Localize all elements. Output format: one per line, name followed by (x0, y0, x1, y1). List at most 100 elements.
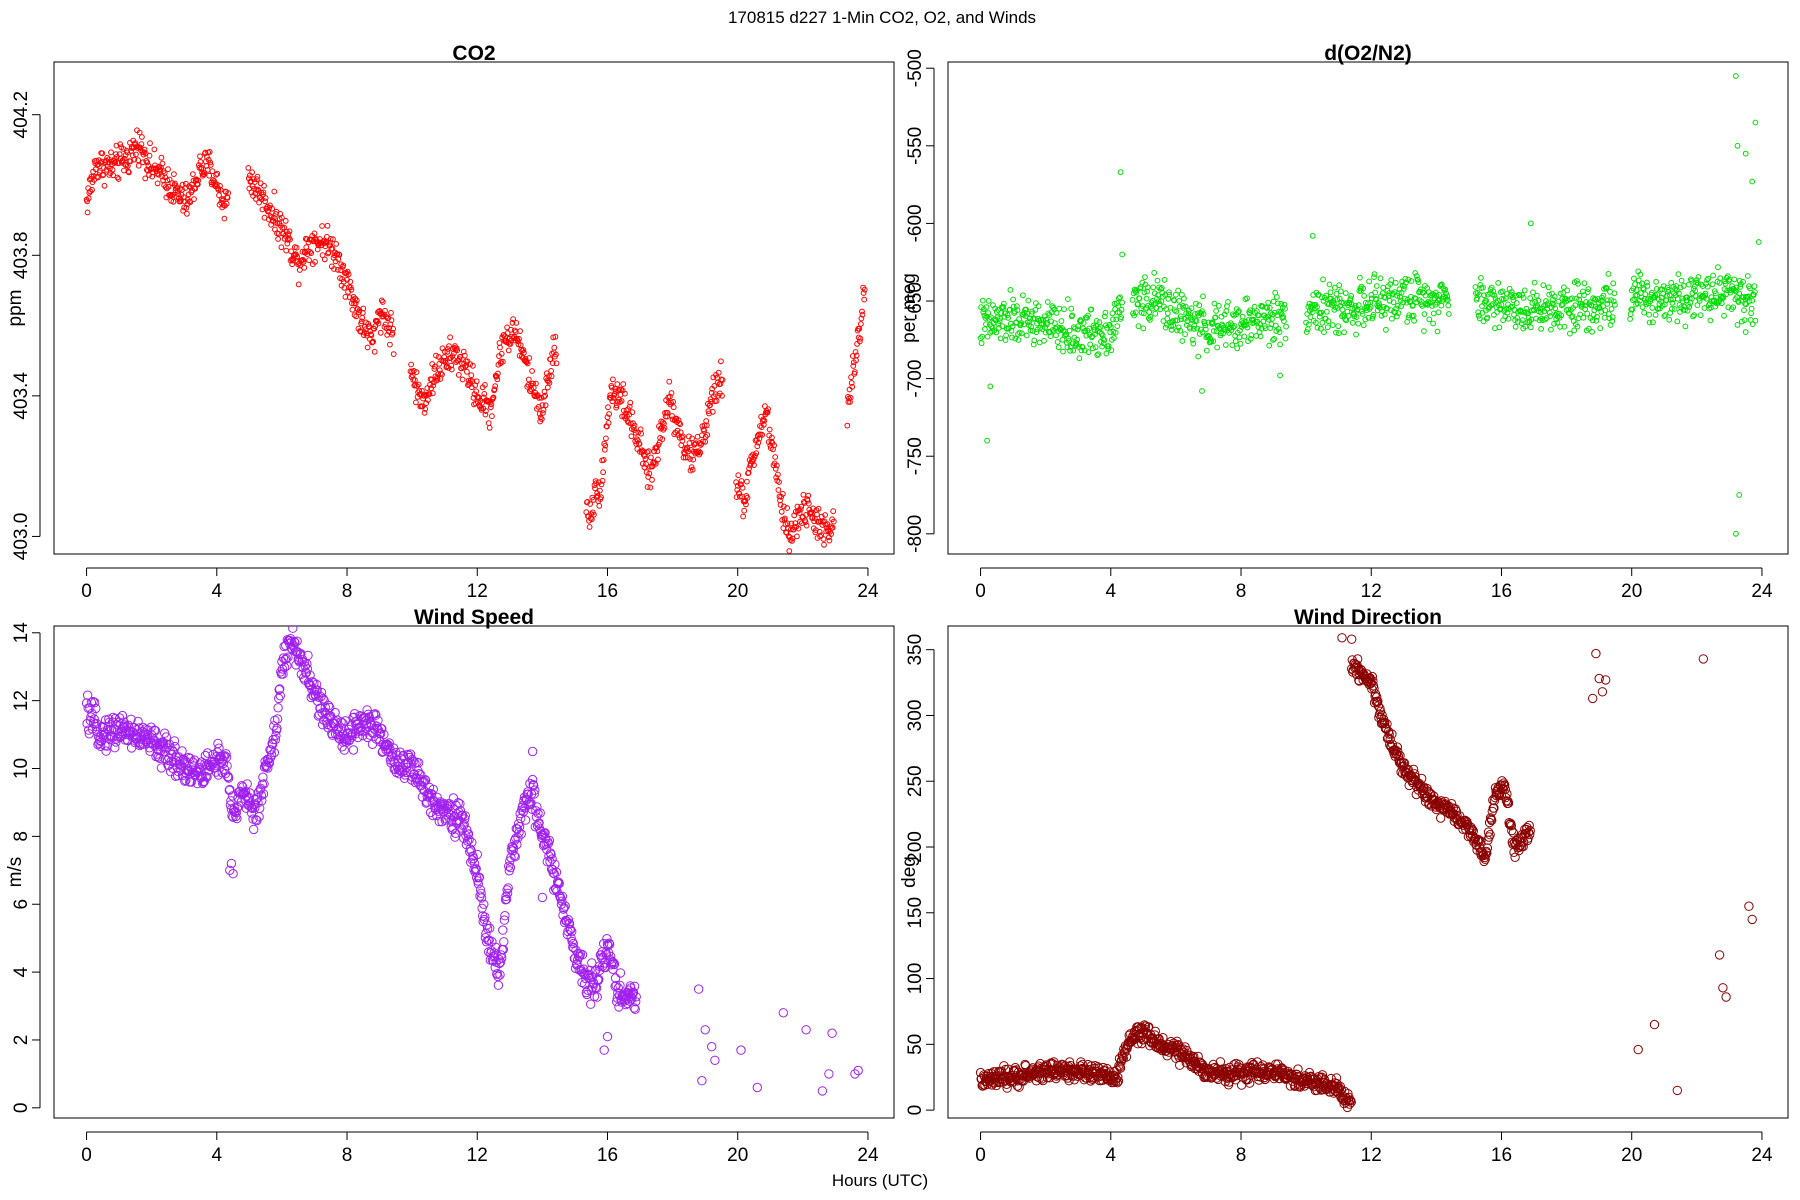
data-point (1383, 326, 1389, 333)
data-point (1152, 310, 1159, 317)
data-point (1413, 273, 1420, 279)
data-point (167, 191, 174, 198)
data-point (1359, 311, 1366, 317)
data-point (1198, 310, 1205, 317)
data-point (598, 481, 605, 488)
data-point (1211, 300, 1218, 307)
data-point (1382, 719, 1392, 729)
data-point (219, 764, 230, 774)
data-point (1417, 773, 1427, 784)
data-point (160, 754, 170, 764)
data-point (1712, 303, 1719, 310)
data-point (216, 192, 222, 199)
data-point (594, 974, 604, 984)
data-point (288, 626, 298, 633)
data-point (1718, 983, 1728, 993)
data-point (346, 730, 356, 741)
data-point (1231, 323, 1238, 329)
data-point (1102, 309, 1109, 316)
data-point (223, 200, 230, 207)
data-point (1357, 274, 1363, 281)
data-point (1594, 314, 1600, 320)
data-point (436, 367, 443, 374)
data-point (164, 185, 170, 192)
data-point (302, 664, 313, 674)
plot-frame (947, 61, 1789, 555)
data-point (1564, 287, 1570, 294)
data-point (1002, 337, 1009, 344)
data-point (1526, 318, 1533, 324)
data-point (413, 399, 419, 406)
data-point (181, 204, 188, 211)
data-point (244, 800, 255, 811)
data-point (493, 373, 500, 380)
data-point (1380, 717, 1390, 727)
data-point (1538, 326, 1544, 332)
data-point (1211, 328, 1217, 334)
data-point (1730, 304, 1737, 311)
data-point (136, 739, 146, 750)
data-point (1476, 315, 1483, 322)
data-point (349, 300, 355, 307)
data-point (986, 315, 993, 322)
data-point (553, 360, 560, 367)
data-point (754, 443, 761, 450)
data-point (1445, 302, 1452, 309)
data-point (499, 915, 510, 925)
data-point (1457, 818, 1468, 829)
data-point (321, 256, 328, 263)
data-point (1417, 288, 1423, 295)
data-point (1531, 279, 1538, 286)
data-point (1510, 294, 1516, 301)
data-point (1232, 338, 1239, 345)
data-point (618, 398, 625, 404)
data-point (200, 750, 211, 761)
data-point (90, 697, 100, 708)
data-point (360, 305, 367, 312)
data-point (430, 382, 437, 389)
data-point (483, 408, 489, 414)
data-point (520, 347, 527, 353)
data-point (1733, 530, 1739, 537)
data-point (348, 286, 355, 293)
data-point (151, 146, 158, 153)
data-point (344, 268, 351, 275)
data-point (1482, 848, 1492, 858)
data-point (1491, 292, 1498, 299)
data-point (1320, 298, 1327, 304)
data-point (852, 349, 859, 355)
data-point (455, 805, 466, 816)
data-point (202, 748, 213, 758)
data-point (254, 176, 260, 183)
data-point (689, 466, 696, 473)
data-point (467, 855, 478, 865)
data-point (715, 369, 722, 376)
data-point (1072, 342, 1079, 349)
data-point (566, 933, 576, 943)
y-tick-label: 150 (905, 897, 926, 929)
data-point (1132, 288, 1139, 295)
data-point (279, 214, 285, 221)
data-point (158, 154, 165, 161)
data-point (998, 310, 1005, 316)
data-point (549, 360, 556, 367)
data-point (473, 378, 480, 385)
data-point (442, 800, 452, 811)
data-point (1707, 317, 1714, 324)
data-points (83, 127, 868, 554)
data-point (1650, 319, 1656, 326)
data-point (1506, 821, 1517, 831)
data-point (1597, 325, 1604, 332)
data-point (476, 888, 486, 898)
data-point (1277, 1064, 1288, 1074)
data-point (1436, 297, 1443, 303)
data-point (170, 198, 177, 205)
data-point (1165, 295, 1172, 302)
data-point (494, 376, 501, 383)
x-tick-label: 24 (857, 581, 879, 602)
x-tick-label: 0 (975, 1145, 986, 1166)
data-point (587, 501, 593, 507)
data-point (1388, 277, 1395, 283)
x-tick-label: 4 (212, 1145, 223, 1166)
data-point (1014, 303, 1020, 310)
